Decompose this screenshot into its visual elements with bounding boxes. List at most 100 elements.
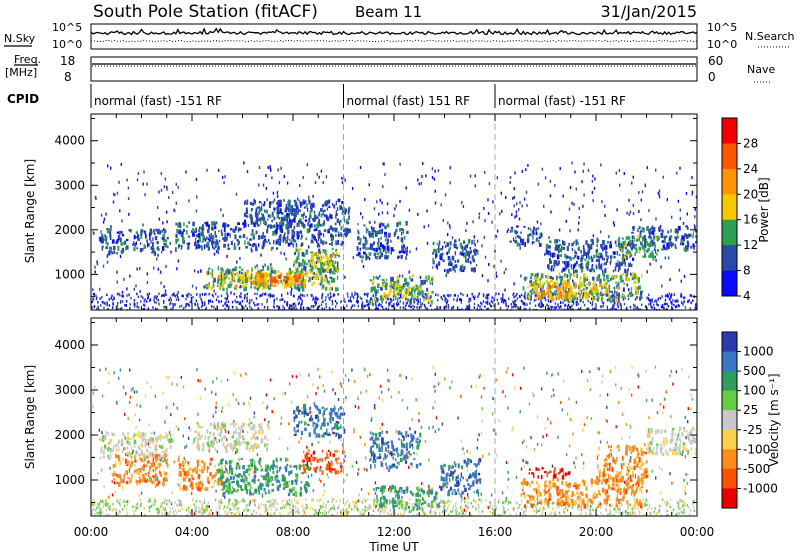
clutter-cell xyxy=(689,294,691,297)
clutter-cell xyxy=(276,297,278,300)
echo-cell xyxy=(574,249,576,254)
freq-label-2: [MHz] xyxy=(5,66,37,79)
echo-cell xyxy=(323,262,326,266)
clutter-cell xyxy=(642,498,644,501)
echo-cell xyxy=(319,224,322,227)
echo-cell xyxy=(157,245,159,249)
clutter-cell xyxy=(560,305,562,308)
echo-cell xyxy=(248,278,251,282)
clutter-cell xyxy=(661,295,663,298)
echo-cell xyxy=(263,203,265,207)
clutter-cell xyxy=(449,294,452,297)
echo-cell xyxy=(334,227,338,233)
echo-cell xyxy=(411,274,415,277)
clutter-cell xyxy=(218,300,220,303)
echo-cell xyxy=(244,272,247,277)
clutter-cell xyxy=(648,303,650,306)
clutter-cell xyxy=(235,306,238,309)
noise-echo-cell xyxy=(158,190,160,194)
echo-cell xyxy=(674,246,677,249)
clutter-cell xyxy=(391,304,394,308)
echo-cell xyxy=(647,248,650,252)
echo-cell xyxy=(373,248,375,251)
echo-cell xyxy=(315,216,318,219)
noise-tick-left-top: 10^5 xyxy=(52,21,82,34)
echo-cell xyxy=(556,254,560,260)
noise-echo-cell xyxy=(187,436,190,440)
clutter-cell xyxy=(241,304,243,308)
noise-echo-cell xyxy=(374,220,376,224)
clutter-cell xyxy=(507,305,509,308)
clutter-cell xyxy=(300,293,302,296)
echo-cell xyxy=(614,274,617,279)
clutter-cell xyxy=(471,292,473,296)
clutter-cell xyxy=(566,307,569,310)
noise-echo-cell xyxy=(448,224,451,228)
clutter-cell xyxy=(233,292,235,296)
clutter-cell xyxy=(149,298,152,301)
noise-echo-cell xyxy=(678,268,681,272)
clutter-cell xyxy=(129,303,131,306)
noise-echo-cell xyxy=(225,468,228,472)
noise-echo-cell xyxy=(108,371,110,375)
echo-cell xyxy=(585,262,589,268)
echo-cell xyxy=(278,209,280,214)
noise-echo-cell xyxy=(420,502,423,506)
noise-echo-cell xyxy=(513,204,515,208)
clutter-cell xyxy=(293,302,296,306)
echo-cell xyxy=(199,226,201,229)
echo-cell xyxy=(674,243,676,248)
echo-cell xyxy=(591,240,594,245)
clutter-cell xyxy=(315,297,318,300)
clutter-cell xyxy=(103,306,105,310)
echo-cell xyxy=(264,275,267,280)
clutter-cell xyxy=(587,307,589,310)
clutter-cell xyxy=(125,500,128,504)
noise-echo-cell xyxy=(536,415,539,419)
echo-cell xyxy=(579,281,583,284)
clutter-cell xyxy=(439,306,441,309)
noise-echo-cell xyxy=(127,186,130,190)
echo-cell xyxy=(381,230,384,234)
clutter-cell xyxy=(113,296,115,299)
clutter-cell xyxy=(551,305,553,309)
echo-cell xyxy=(387,251,390,254)
echo-cell xyxy=(236,238,239,242)
echo-cell xyxy=(261,277,264,282)
echo-cell xyxy=(624,297,627,300)
noise-echo-cell xyxy=(379,198,381,202)
echo-cell xyxy=(120,241,123,246)
echo-cell xyxy=(305,250,307,255)
noise-echo-cell xyxy=(215,410,217,414)
echo-cell xyxy=(622,296,624,299)
echo-cell xyxy=(546,250,549,253)
noise-echo-cell xyxy=(346,511,348,515)
echo-cell xyxy=(306,270,309,275)
clutter-cell xyxy=(649,299,652,302)
echo-cell xyxy=(381,278,385,282)
echo-cell xyxy=(306,262,308,266)
echo-cell xyxy=(539,243,542,247)
echo-cell xyxy=(625,255,628,260)
noise-echo-cell xyxy=(146,281,149,285)
clutter-cell xyxy=(646,307,648,310)
echo-cell xyxy=(137,238,140,241)
echo-cell xyxy=(545,279,549,284)
echo-cell xyxy=(567,283,571,287)
echo-cell xyxy=(134,236,137,239)
clutter-cell xyxy=(486,308,488,310)
clutter-cell xyxy=(665,302,667,306)
echo-cell xyxy=(582,244,585,250)
echo-cell xyxy=(518,236,521,239)
echo-cell xyxy=(207,270,210,275)
noise-echo-cell xyxy=(183,456,185,460)
noise-echo-cell xyxy=(478,504,480,508)
echo-cell xyxy=(401,254,403,259)
echo-cell xyxy=(281,281,284,285)
echo-cell xyxy=(279,225,282,230)
clutter-cell xyxy=(168,299,171,302)
echo-cell xyxy=(290,241,293,245)
echo-cell xyxy=(333,260,336,266)
noise-echo-cell xyxy=(586,277,589,281)
echo-cell xyxy=(332,271,334,275)
